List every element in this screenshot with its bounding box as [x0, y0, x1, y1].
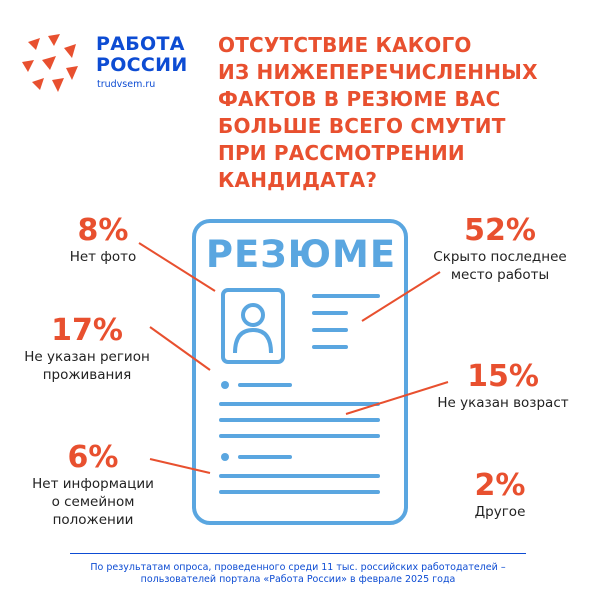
stat-label: проживания: [42, 367, 132, 383]
footnote-line: пользователей портала «Работа России» в …: [140, 574, 456, 585]
brand-line-2: РОССИИ: [96, 54, 188, 76]
stat-label: Другое: [474, 504, 526, 520]
stat-label: место работы: [450, 267, 550, 283]
stat-label: положении: [52, 512, 134, 528]
stat-value: 17%: [51, 313, 123, 348]
resume-document-icon: [192, 219, 408, 525]
footer-divider: [70, 553, 526, 554]
stat-value: 6%: [67, 440, 119, 475]
leader-lines: [138, 242, 449, 474]
title-line: БОЛЬШЕ ВСЕГО СМУТИТ: [218, 114, 506, 138]
title-line: ФАКТОВ В РЕЗЮМЕ ВАС: [218, 87, 501, 111]
leader-line-last-job: [361, 271, 441, 322]
stat-no-region: 17% Не указан регион проживания: [12, 314, 162, 384]
person-icon: [233, 303, 273, 354]
footnote-line: По результатам опроса, проведенного сред…: [90, 562, 506, 573]
brand-line-1: РАБОТА: [96, 33, 185, 55]
leader-line-age: [345, 381, 449, 415]
stat-label: Не указан регион: [24, 349, 150, 365]
photo-placeholder-icon: [221, 288, 285, 364]
bullet-icon: [221, 453, 229, 461]
stat-label: Скрыто последнее: [433, 249, 567, 265]
stat-value: 2%: [474, 468, 526, 503]
resume-heading: РЕЗЮМЕ: [206, 233, 396, 276]
bullet-icon: [221, 381, 229, 389]
stat-label: о семейном: [51, 494, 135, 510]
stat-label: Не указан возраст: [437, 395, 569, 411]
stat-value: 15%: [467, 359, 539, 394]
title-line: ПРИ РАССМОТРЕНИИ: [218, 141, 465, 165]
chart-title: ОТСУТСТВИЕ КАКОГО ИЗ НИЖЕПЕРЕЧИСЛЕННЫХ Ф…: [218, 32, 588, 194]
stat-value: 52%: [464, 213, 536, 248]
stat-label: Нет фото: [69, 249, 137, 265]
brand-name: РАБОТА РОССИИ: [96, 34, 188, 76]
leader-line-family: [149, 458, 211, 474]
stat-no-photo: 8% Нет фото: [48, 214, 158, 266]
stat-hidden-last-job: 52% Скрыто последнее место работы: [415, 214, 585, 284]
title-line: ИЗ НИЖЕПЕРЕЧИСЛЕННЫХ: [218, 60, 538, 84]
stat-value: 8%: [77, 213, 129, 248]
resume-text-lines: [219, 294, 380, 494]
stat-label: Нет информации: [32, 476, 154, 492]
leader-line-no-photo: [138, 242, 216, 292]
brand-mark-icon: [22, 34, 78, 92]
stat-no-age: 15% Не указан возраст: [418, 360, 588, 412]
leader-line-region: [149, 326, 211, 371]
footnote: По результатам опроса, проведенного сред…: [40, 562, 556, 586]
stat-other: 2% Другое: [440, 469, 560, 521]
title-line: ОТСУТСТВИЕ КАКОГО: [218, 33, 472, 57]
brand-logo: РАБОТА РОССИИ trudvsem.ru: [20, 28, 210, 98]
brand-url: trudvsem.ru: [97, 79, 156, 90]
title-line: КАНДИДАТА?: [218, 168, 378, 192]
stat-no-family-info: 6% Нет информации о семейном положении: [18, 441, 168, 529]
